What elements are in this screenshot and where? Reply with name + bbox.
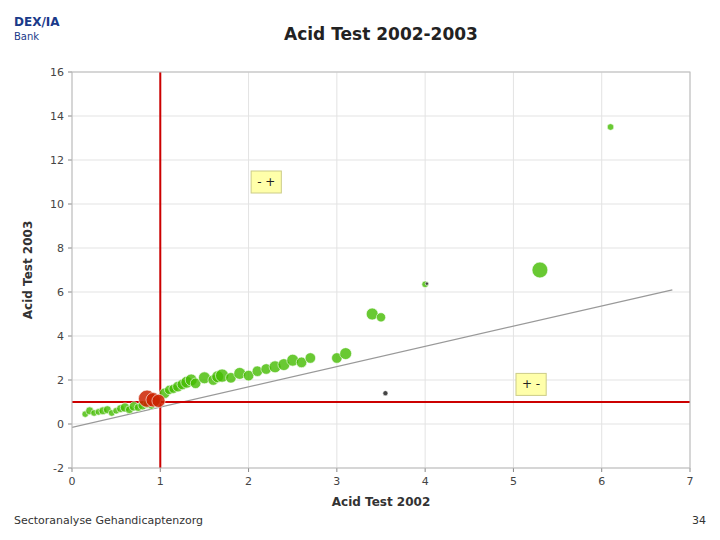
x-tick-label: 7 [687, 475, 694, 488]
y-grid-line [72, 248, 690, 249]
bubble [340, 348, 352, 360]
y-tick-label: 2 [57, 374, 64, 387]
series-2 [383, 282, 429, 396]
title: Acid Test 2002-2003 [284, 24, 478, 44]
bubble [422, 281, 429, 288]
bubble [383, 391, 388, 396]
page-number: 34 [692, 514, 706, 527]
x-tick [72, 468, 73, 472]
y-grid-line [72, 292, 690, 293]
annotation-box [251, 171, 281, 193]
y-tick [68, 468, 72, 469]
y-tick [68, 292, 72, 293]
annotation-text: + - [522, 377, 540, 391]
y-tick-label: 12 [50, 154, 64, 167]
vertical-reference-line [159, 72, 161, 468]
x-tick-label: 2 [245, 475, 252, 488]
bubble [305, 353, 316, 364]
plot-frame [72, 72, 690, 468]
y-tick-label: 14 [50, 110, 64, 123]
x-grid-line [336, 72, 337, 468]
y-axis-label: Acid Test 2003 [21, 221, 35, 319]
x-tick-label: 1 [157, 475, 164, 488]
x-tick-label: 3 [333, 475, 340, 488]
footer-text: Sectoranalyse Gehandicaptenzorg [14, 514, 203, 527]
annotation-text: - + [257, 175, 275, 189]
plot-area [72, 72, 690, 468]
x-tick [248, 468, 249, 472]
x-tick [513, 468, 514, 472]
x-grid-line [248, 72, 249, 468]
y-tick [68, 424, 72, 425]
y-tick [68, 116, 72, 117]
y-tick-label: 8 [57, 242, 64, 255]
logo-subtext: Bank [14, 31, 39, 42]
y-grid-line [72, 336, 690, 337]
x-tick [160, 468, 161, 472]
series-1 [138, 390, 165, 407]
y-tick [68, 380, 72, 381]
x-axis-label: Acid Test 2002 [332, 495, 430, 509]
grid [72, 72, 690, 468]
y-tick-label: 4 [57, 330, 64, 343]
x-grid-line [513, 72, 514, 468]
y-tick-label: 16 [50, 66, 64, 79]
annotation: + - [516, 373, 546, 395]
y-tick [68, 72, 72, 73]
x-tick [425, 468, 426, 472]
x-tick-label: 6 [598, 475, 605, 488]
annotation-box [516, 373, 546, 395]
chart: DEX/IABankAcid Test 2002-200301234567-20… [0, 0, 720, 540]
bubble [425, 282, 428, 285]
bubble [532, 262, 548, 278]
y-tick [68, 204, 72, 205]
y-grid-line [72, 204, 690, 205]
x-tick-label: 0 [69, 475, 76, 488]
annotation: - + [251, 171, 281, 193]
x-tick-label: 4 [422, 475, 429, 488]
x-tick [690, 468, 691, 472]
x-grid-line [425, 72, 426, 468]
logo-text: DEX/IA [14, 15, 60, 29]
bubble [607, 124, 614, 131]
x-grid-line [160, 72, 161, 468]
marks [72, 72, 690, 468]
y-tick-label: 0 [57, 418, 64, 431]
bubble [376, 313, 385, 322]
x-grid-line [601, 72, 602, 468]
series-0 [82, 124, 614, 418]
y-tick-label: 6 [57, 286, 64, 299]
y-tick-label: 10 [50, 198, 64, 211]
y-tick [68, 248, 72, 249]
y-grid-line [72, 380, 690, 381]
bubble [152, 394, 165, 407]
trend-line [72, 290, 672, 428]
x-tick [336, 468, 337, 472]
x-tick [601, 468, 602, 472]
y-grid-line [72, 424, 690, 425]
y-tick-label: -2 [53, 462, 64, 475]
y-grid-line [72, 160, 690, 161]
y-tick [68, 336, 72, 337]
y-grid-line [72, 116, 690, 117]
y-tick [68, 160, 72, 161]
x-tick-label: 5 [510, 475, 517, 488]
